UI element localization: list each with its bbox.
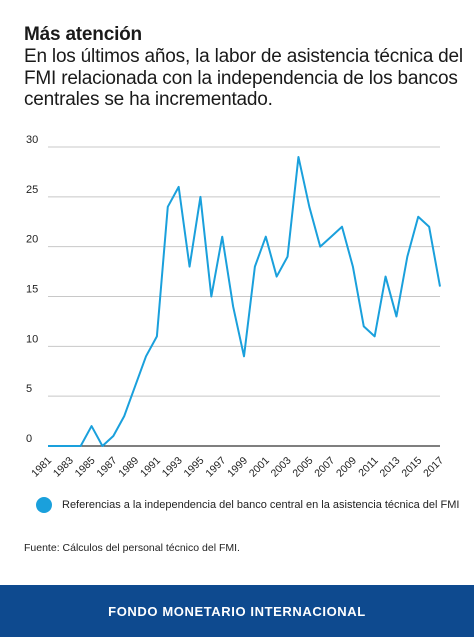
chart-subtitle: En los últimos años, la labor de asisten… (24, 46, 463, 110)
series-line (48, 155, 441, 447)
chart-title: Más atención (24, 24, 142, 45)
y-tick-label: 0 (26, 433, 32, 445)
x-tick-label: 2009 (334, 455, 359, 480)
x-tick-label: 2001 (247, 455, 272, 480)
x-tick-label: 1993 (160, 455, 185, 480)
x-tick-label: 1983 (51, 455, 76, 480)
x-tick-label: 1987 (94, 455, 119, 480)
line-chart: 0 5 10 15 20 25 30 1981198319851987198919911993… (26, 134, 446, 480)
x-tick-label: 2017 (421, 455, 446, 480)
source-note: Fuente: Cálculos del personal técnico de… (24, 542, 240, 554)
y-tick-label: 20 (26, 234, 38, 246)
y-tick-label: 5 (26, 383, 32, 395)
legend-label: Referencias a la independencia del banco… (62, 499, 460, 511)
legend-marker (36, 497, 52, 513)
x-tick-label: 1989 (116, 455, 141, 480)
x-tick-label: 1985 (73, 455, 98, 480)
x-tick-label: 2007 (312, 455, 337, 480)
x-tick-label: 1995 (182, 455, 207, 480)
footer-text: FONDO MONETARIO INTERNACIONAL (108, 603, 366, 619)
legend: Referencias a la independencia del banco… (36, 497, 459, 513)
y-tick-label: 30 (26, 134, 38, 146)
y-tick-label: 15 (26, 284, 38, 296)
x-tick-label: 2011 (356, 455, 381, 480)
y-tick-label: 10 (26, 333, 38, 345)
y-tick-label: 25 (26, 184, 38, 196)
x-tick-label: 2015 (399, 455, 424, 480)
x-tick-label: 1997 (203, 455, 228, 480)
x-tick-label: 1991 (138, 455, 163, 480)
x-tick-label: 2003 (269, 455, 294, 480)
x-tick-label: 2005 (290, 455, 315, 480)
x-tick-label: 1981 (29, 455, 54, 480)
footer-banner: FONDO MONETARIO INTERNACIONAL (0, 585, 474, 637)
x-tick-label: 2013 (378, 455, 403, 480)
x-tick-label: 1999 (225, 455, 250, 480)
